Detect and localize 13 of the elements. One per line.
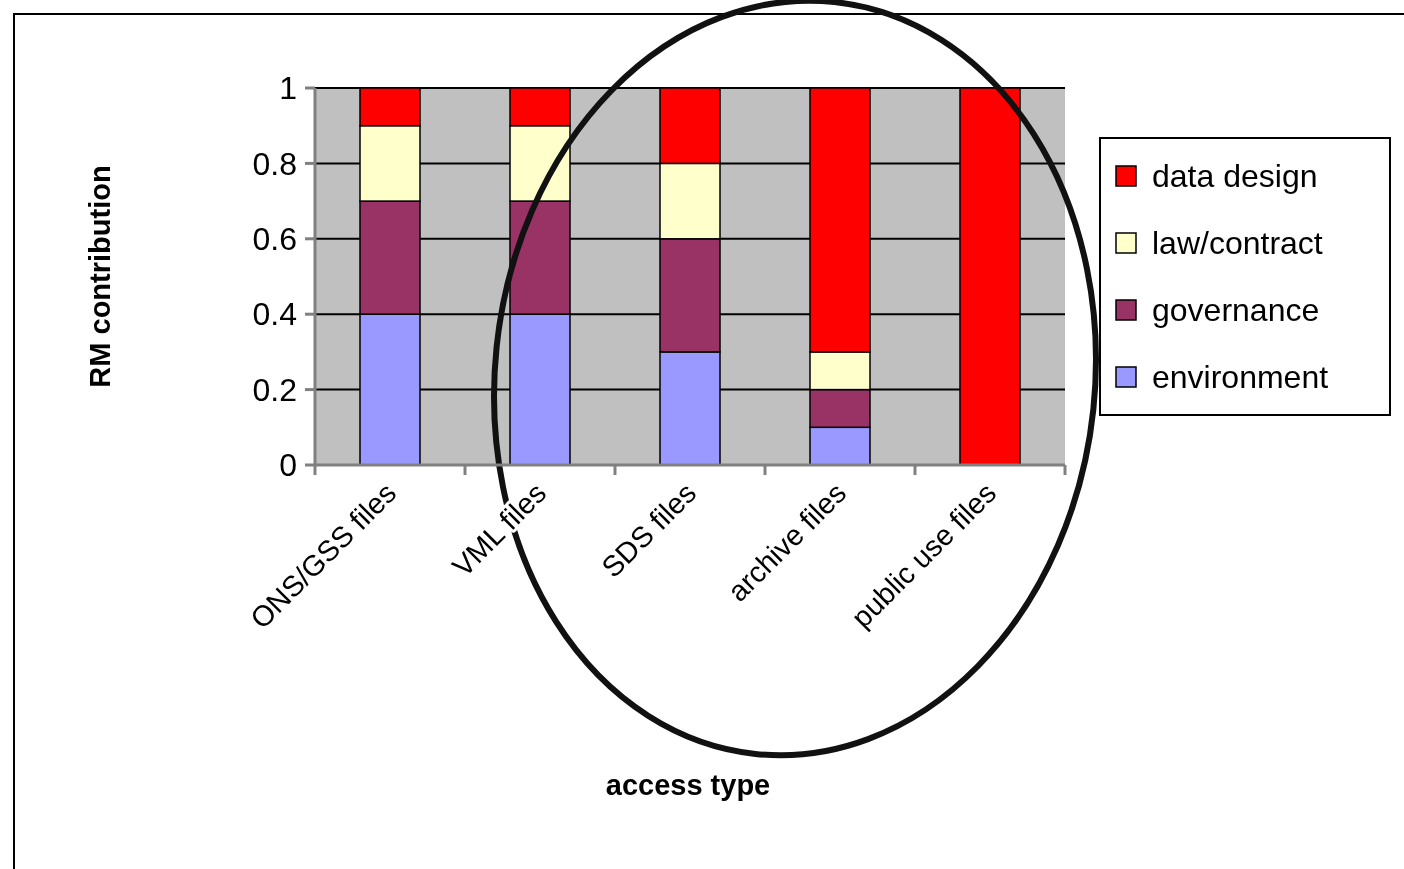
y-axis-title: RM contribution (84, 165, 116, 388)
y-tick-label: 0.4 (252, 296, 297, 333)
legend-label: data design (1152, 158, 1318, 195)
y-tick-label: 0.2 (252, 371, 297, 408)
legend-label: governance (1152, 292, 1320, 329)
legend-label: law/contract (1152, 225, 1323, 262)
y-tick-label: 1 (279, 70, 297, 107)
y-tick-label: 0.8 (252, 145, 297, 182)
legend-label: environment (1152, 359, 1329, 396)
y-tick-label: 0.6 (252, 221, 297, 257)
x-tick-label: VML files (446, 476, 553, 583)
x-axis-title: access type (605, 769, 771, 801)
y-tick-label: 0 (279, 447, 297, 484)
